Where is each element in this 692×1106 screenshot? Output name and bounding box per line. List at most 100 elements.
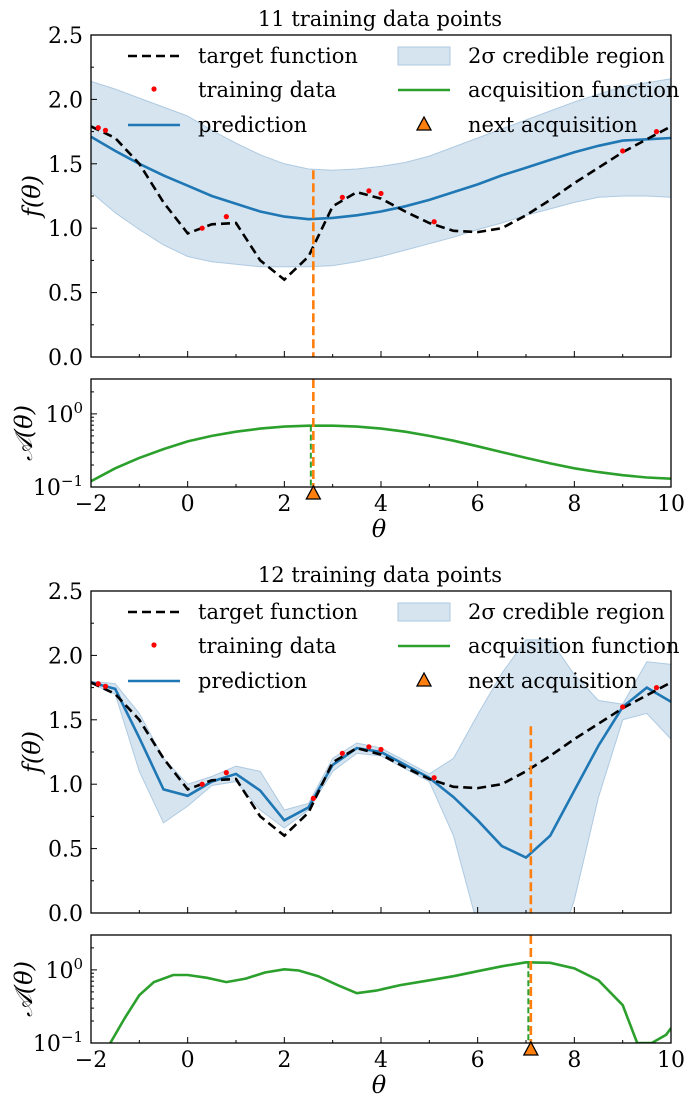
training-point — [653, 685, 660, 691]
target-function-line — [91, 681, 671, 838]
x-tick-label: 2 — [277, 492, 291, 517]
chart-title: 11 training data points — [258, 7, 502, 31]
y-tick-label: 1.0 — [48, 217, 83, 242]
legend-training-swatch — [151, 86, 157, 92]
training-point — [366, 744, 372, 750]
acquisition-function-line — [109, 960, 671, 1043]
y-tick-label: 10−1 — [33, 1028, 83, 1057]
y-tick-label: 10−1 — [33, 472, 83, 501]
chart-panel-top: 11 training data points 0.0 0.5 1.0 1.5 2.0 2… — [10, 7, 685, 543]
legend-label: acquisition function — [468, 634, 679, 658]
training-point — [431, 219, 437, 225]
training-point — [339, 194, 345, 200]
y-tick-label: 1.0 — [48, 773, 83, 798]
y-tick-label: 100 — [45, 955, 83, 984]
y-tick-label: 2.5 — [48, 580, 83, 605]
credible-region-band — [91, 78, 671, 268]
training-point — [223, 214, 229, 220]
acquisition-y-axis-label: 𝒜(θ) — [10, 961, 38, 1017]
y-tick-label: 1.5 — [48, 153, 83, 178]
training-point — [366, 188, 372, 194]
x-tick-label: 0 — [181, 492, 195, 517]
chart-title: 12 training data points — [258, 563, 502, 587]
training-point — [199, 225, 205, 231]
legend: target function 2σ credible region trainin… — [128, 44, 679, 137]
plot-area — [91, 78, 671, 282]
next-acquisition-marker — [305, 484, 322, 500]
training-point — [310, 795, 316, 801]
legend-label: target function — [198, 44, 358, 68]
acquisition-function-line — [91, 424, 671, 483]
x-tick-label: 2 — [277, 1048, 291, 1073]
training-point — [102, 683, 109, 689]
x-tick-label: 6 — [471, 1048, 485, 1073]
next-acquisition-marker — [522, 1040, 539, 1056]
legend: target function 2σ credible region trainin… — [128, 600, 679, 693]
training-point — [223, 770, 229, 776]
tick-base: 10 — [45, 959, 73, 984]
legend-band-swatch — [397, 602, 451, 622]
legend-label: training data — [198, 634, 337, 658]
x-tick-label: 0 — [181, 1048, 195, 1073]
x-axis-label: θ — [372, 1071, 387, 1099]
legend-training-swatch — [151, 642, 157, 648]
legend-label: next acquisition — [468, 113, 638, 137]
chart-panel-bottom: 12 training data points 0.0 0.5 1.0 1.5 2.0 2… — [10, 563, 685, 1099]
y-tick-label: 2.0 — [48, 644, 83, 669]
legend-next-swatch — [415, 671, 433, 687]
y-axis-label: f(θ) — [18, 731, 46, 775]
tick-base: 10 — [45, 403, 73, 428]
legend-label: prediction — [198, 669, 307, 693]
legend-band-swatch — [397, 46, 451, 66]
legend-label: next acquisition — [468, 669, 638, 693]
y-tick-label: 2.5 — [48, 24, 83, 49]
training-point — [378, 190, 384, 197]
training-point — [199, 781, 205, 787]
x-tick-label: 8 — [567, 492, 581, 517]
training-point — [620, 704, 626, 710]
training-point — [339, 750, 345, 756]
acquisition-plot-area — [109, 960, 671, 1043]
x-tick-label: 10 — [657, 492, 685, 517]
x-axis-label: θ — [372, 515, 387, 543]
prediction-line — [91, 135, 671, 221]
training-point — [653, 129, 660, 135]
legend-label: acquisition function — [468, 78, 679, 102]
tick-exponent: 0 — [73, 399, 83, 417]
tick-exponent: −1 — [61, 472, 83, 490]
tick-exponent: −1 — [61, 1028, 83, 1046]
legend-label: 2σ credible region — [468, 600, 665, 624]
x-tick-label: 6 — [471, 492, 485, 517]
training-point — [620, 148, 626, 154]
x-tick-label: 10 — [657, 1048, 685, 1073]
x-tick-label: 8 — [567, 1048, 581, 1073]
legend-label: target function — [198, 600, 358, 624]
training-point — [95, 125, 101, 131]
main-plot: 0.0 0.5 1.0 1.5 2.0 2.5 f(θ) — [18, 580, 672, 927]
y-tick-label: 2.0 — [48, 88, 83, 113]
training-point — [431, 775, 437, 781]
credible-region-band — [91, 639, 671, 913]
y-tick-label: 0.5 — [48, 838, 83, 863]
tick-base: 10 — [33, 476, 61, 501]
legend-label: prediction — [198, 113, 307, 137]
y-axis-label: f(θ) — [18, 175, 46, 219]
legend-next-swatch — [415, 115, 433, 131]
x-tick-label: −2 — [75, 1048, 107, 1073]
tick-base: 10 — [33, 1032, 61, 1057]
legend-label: training data — [198, 78, 337, 102]
training-point — [95, 681, 101, 687]
training-point — [378, 746, 384, 753]
main-plot: 0.0 0.5 1.0 1.5 2.0 2.5 f(θ) — [18, 24, 672, 371]
y-tick-label: 100 — [45, 399, 83, 428]
y-tick-label: 1.5 — [48, 709, 83, 734]
y-tick-label: 0.0 — [48, 902, 83, 927]
x-tick-label: 4 — [374, 492, 388, 517]
x-tick-label: −2 — [75, 492, 107, 517]
plot-area — [91, 639, 671, 913]
y-tick-label: 0.5 — [48, 282, 83, 307]
acquisition-y-axis-label: 𝒜(θ) — [10, 405, 38, 461]
tick-exponent: 0 — [73, 955, 83, 973]
